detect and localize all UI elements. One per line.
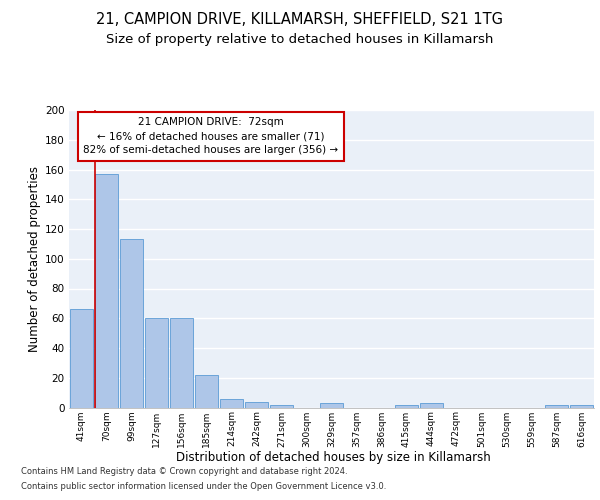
Bar (70, 310, 93, 408)
Y-axis label: Number of detached properties: Number of detached properties (28, 166, 41, 352)
Bar (95, 174, 118, 408)
Bar (570, 404, 593, 407)
Bar (220, 398, 243, 407)
Text: Size of property relative to detached houses in Killamarsh: Size of property relative to detached ho… (106, 32, 494, 46)
Bar (545, 404, 568, 407)
Bar (395, 404, 418, 407)
Bar (120, 240, 143, 408)
Bar (195, 375, 218, 408)
Bar (420, 403, 443, 407)
Text: Distribution of detached houses by size in Killamarsh: Distribution of detached houses by size … (176, 451, 490, 464)
Bar (245, 402, 268, 407)
Bar (170, 318, 193, 408)
Text: 21 CAMPION DRIVE:  72sqm
← 16% of detached houses are smaller (71)
82% of semi-d: 21 CAMPION DRIVE: 72sqm ← 16% of detache… (83, 118, 338, 156)
Text: 21, CAMPION DRIVE, KILLAMARSH, SHEFFIELD, S21 1TG: 21, CAMPION DRIVE, KILLAMARSH, SHEFFIELD… (97, 12, 503, 28)
Bar (270, 404, 293, 407)
Bar (145, 318, 168, 408)
Text: Contains HM Land Registry data © Crown copyright and database right 2024.: Contains HM Land Registry data © Crown c… (21, 467, 347, 476)
Bar (320, 403, 343, 407)
Text: Contains public sector information licensed under the Open Government Licence v3: Contains public sector information licen… (21, 482, 386, 491)
